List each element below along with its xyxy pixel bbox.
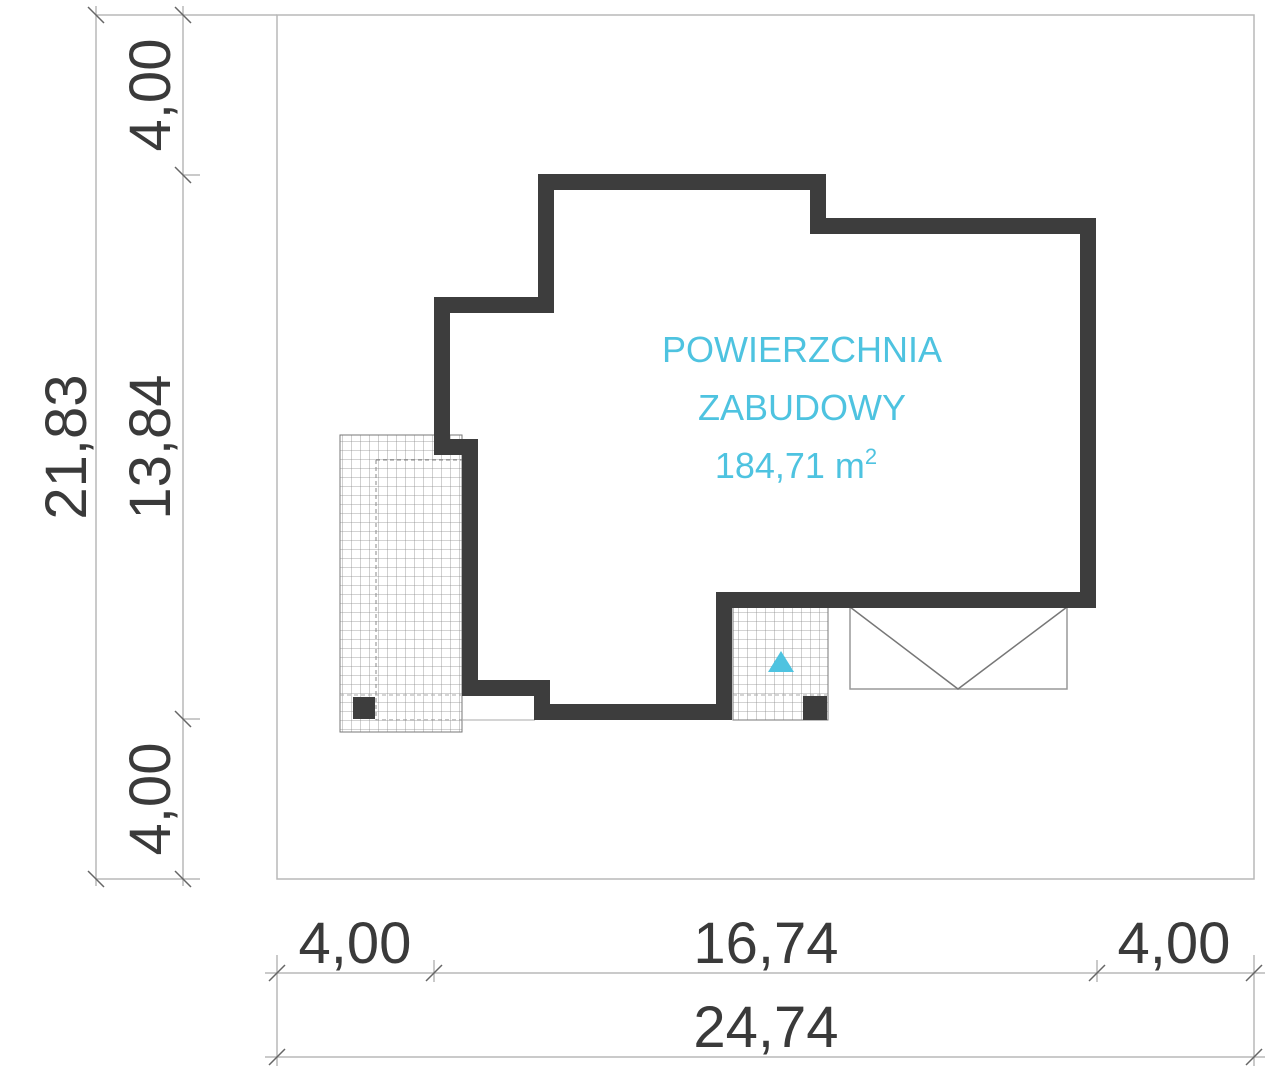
building-outline bbox=[434, 174, 1096, 720]
entrance-column bbox=[803, 696, 827, 720]
plot-boundary bbox=[276, 14, 1255, 880]
dim-vertical-top-margin: 4,00 bbox=[118, 39, 183, 152]
horizontal-dimensions bbox=[265, 955, 1265, 1066]
dim-vertical-building: 13,84 bbox=[118, 374, 183, 519]
entrance-marker-icon bbox=[768, 651, 794, 672]
dim-horizontal-left-margin: 4,00 bbox=[299, 911, 412, 976]
area-unit-superscript: 2 bbox=[865, 444, 877, 469]
dim-horizontal-building: 16,74 bbox=[693, 911, 838, 976]
left-terrace bbox=[339, 434, 535, 733]
canopy bbox=[849, 606, 1068, 690]
dim-horizontal-right-margin: 4,00 bbox=[1118, 911, 1231, 976]
area-label-line1: POWIERZCHNIA bbox=[662, 329, 942, 370]
dim-vertical-bottom-margin: 4,00 bbox=[118, 743, 183, 856]
dim-horizontal-total: 24,74 bbox=[693, 995, 838, 1060]
area-label-line2: ZABUDOWY bbox=[698, 387, 906, 428]
dim-vertical-total: 21,83 bbox=[34, 374, 99, 519]
vertical-dimensions bbox=[87, 6, 277, 888]
entrance-area bbox=[732, 606, 829, 721]
area-value: 184,71 m2 bbox=[715, 444, 877, 486]
left-column bbox=[353, 697, 375, 719]
